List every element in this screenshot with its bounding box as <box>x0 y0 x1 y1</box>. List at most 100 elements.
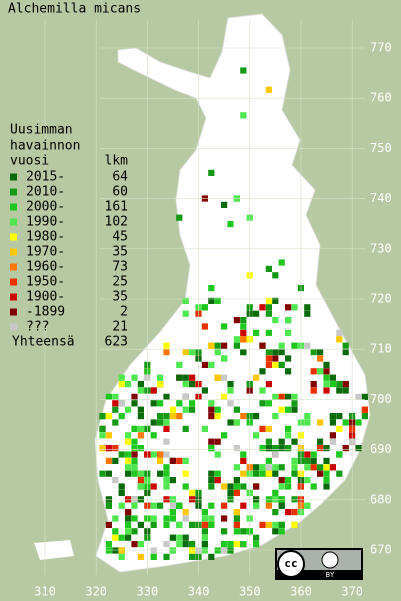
observation-cell <box>125 509 132 516</box>
observation-cell <box>336 381 343 388</box>
observation-cell <box>227 547 234 554</box>
observation-cell <box>125 432 132 439</box>
observation-cell <box>131 464 138 471</box>
legend-label: 1980- <box>26 230 65 245</box>
observation-cell <box>265 381 272 388</box>
observation-cell <box>361 413 368 420</box>
legend-label: ??? <box>26 320 49 335</box>
observation-cell <box>125 534 132 541</box>
observation-cell <box>265 521 272 528</box>
observation-cell <box>201 528 208 535</box>
legend-swatch <box>10 263 17 271</box>
observation-cell <box>221 374 228 381</box>
observation-cell <box>105 445 112 452</box>
observation-cell <box>163 496 170 503</box>
observation-cell <box>150 419 157 426</box>
observation-cell <box>131 425 138 432</box>
observation-cell <box>336 413 343 420</box>
observation-cell <box>285 509 292 516</box>
observation-cell <box>150 547 157 554</box>
observation-cell <box>118 553 125 560</box>
observation-cell <box>208 413 215 420</box>
observation-cell <box>176 400 183 407</box>
observation-cell <box>253 541 260 548</box>
observation-cell <box>163 342 170 349</box>
observation-cell <box>272 489 279 496</box>
legend-count: 35 <box>112 290 128 305</box>
observation-cell <box>157 400 164 407</box>
observation-cell <box>265 502 272 509</box>
observation-cell <box>112 406 119 413</box>
observation-cell <box>323 374 330 381</box>
observation-cell <box>278 445 285 452</box>
observation-cell <box>131 445 138 452</box>
legend-count: 2 <box>120 305 128 320</box>
observation-cell <box>233 336 240 343</box>
observation-cell <box>221 355 228 362</box>
cc-circle <box>277 550 305 578</box>
legend-swatch <box>10 323 17 331</box>
observation-cell <box>272 361 279 368</box>
observation-cell <box>125 515 132 522</box>
observation-cell <box>336 470 343 477</box>
observation-cell <box>265 86 272 93</box>
observation-cell <box>137 483 144 490</box>
observation-cell <box>208 438 215 445</box>
legend-label: 1900- <box>26 290 65 305</box>
observation-cell <box>317 438 324 445</box>
observation-cell <box>137 553 144 560</box>
observation-cell <box>182 470 189 477</box>
observation-cell <box>265 445 272 452</box>
observation-cell <box>323 381 330 388</box>
observation-cell <box>304 464 311 471</box>
observation-cell <box>169 509 176 516</box>
observation-cell <box>233 489 240 496</box>
by-text: BY <box>326 571 335 579</box>
observation-cell <box>201 547 208 554</box>
observation-cell <box>342 381 349 388</box>
observation-cell <box>176 521 183 528</box>
observation-cell <box>317 355 324 362</box>
observation-cell <box>278 361 285 368</box>
observation-cell <box>323 387 330 394</box>
observation-cell <box>208 285 215 292</box>
observation-cell <box>221 393 228 400</box>
observation-cell <box>227 489 234 496</box>
observation-cell <box>208 553 215 560</box>
observation-cell <box>131 541 138 548</box>
observation-cell <box>208 521 215 528</box>
observation-cell <box>285 483 292 490</box>
observation-cell <box>99 470 106 477</box>
observation-cell <box>304 419 311 426</box>
observation-cell <box>169 496 176 503</box>
observation-cell <box>208 406 215 413</box>
observation-cell <box>304 502 311 509</box>
observation-cell <box>265 496 272 503</box>
legend-count: 25 <box>112 275 128 290</box>
observation-cell <box>310 457 317 464</box>
observation-cell <box>227 387 234 394</box>
observation-cell <box>278 502 285 509</box>
x-label: 320 <box>85 585 107 599</box>
observation-cell <box>201 509 208 516</box>
observation-cell <box>125 528 132 535</box>
legend-col-header: vuosi <box>10 154 49 169</box>
legend-swatch <box>10 173 17 181</box>
observation-cell <box>105 393 112 400</box>
observation-cell <box>176 502 183 509</box>
observation-cell <box>131 496 138 503</box>
observation-cell <box>176 413 183 420</box>
observation-cell <box>272 521 279 528</box>
legend-col-header: lkm <box>105 154 129 169</box>
observation-cell <box>342 445 349 452</box>
observation-cell <box>240 317 247 324</box>
observation-cell <box>310 483 317 490</box>
observation-cell <box>176 457 183 464</box>
observation-cell <box>99 445 106 452</box>
observation-cell <box>285 406 292 413</box>
observation-cell <box>125 464 132 471</box>
observation-cell <box>214 547 221 554</box>
observation-cell <box>291 400 298 407</box>
observation-cell <box>112 528 119 535</box>
license-badge: cc BY <box>275 548 363 580</box>
